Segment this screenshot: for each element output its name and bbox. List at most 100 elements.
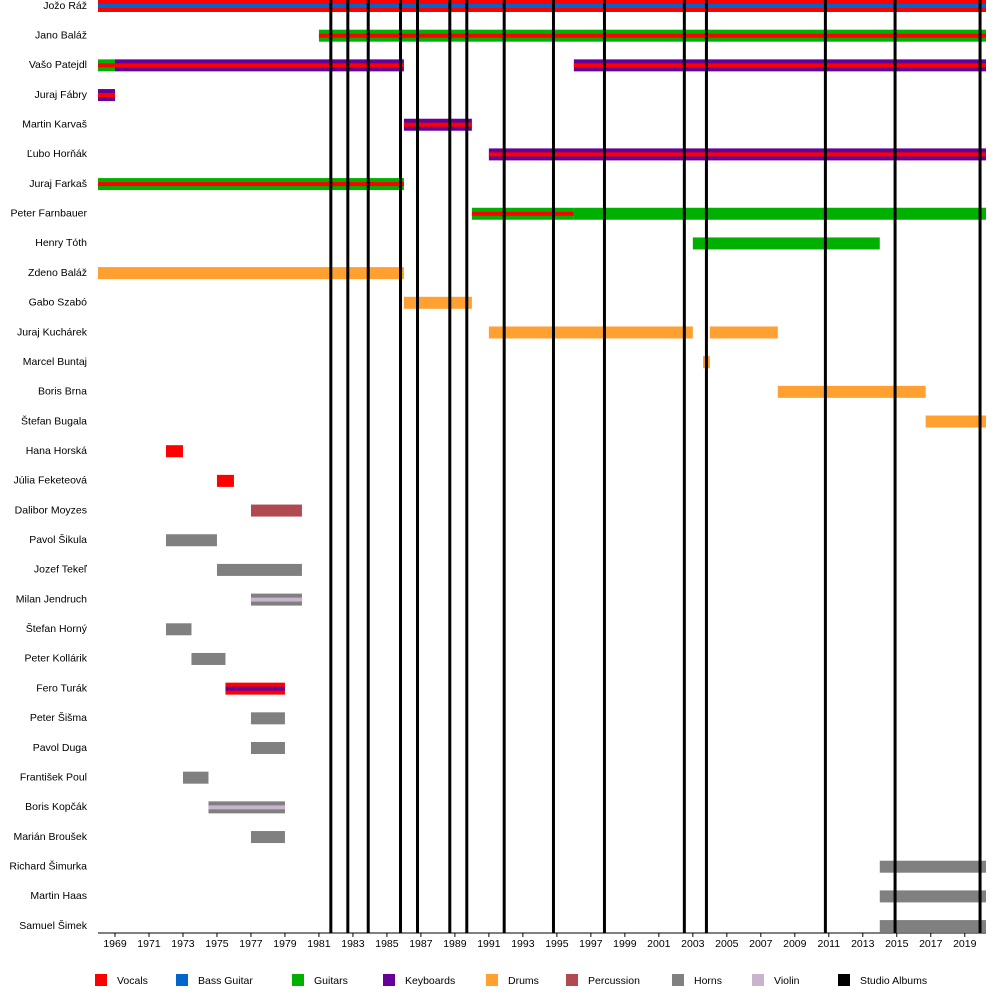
- x-tick-label: 2005: [715, 938, 739, 950]
- x-tick-label: 2007: [749, 938, 773, 950]
- x-tick-label: 2009: [783, 938, 807, 950]
- member-bar: [98, 267, 404, 280]
- member-label: Pavol Duga: [33, 742, 87, 754]
- x-tick-label: 2001: [647, 938, 671, 950]
- member-bar: [318, 33, 986, 38]
- member-bar: [98, 182, 404, 187]
- member-label: Marián Broušek: [13, 831, 87, 843]
- member-label: Júlia Feketeová: [13, 475, 87, 487]
- member-label: Jano Baláž: [35, 29, 87, 41]
- legend-swatch: [672, 974, 684, 986]
- legend-label: Keyboards: [405, 975, 455, 987]
- x-tick-label: 2015: [885, 938, 909, 950]
- member-label: Boris Kopčák: [25, 801, 88, 813]
- member-bar: [488, 326, 693, 339]
- legend-label: Bass Guitar: [198, 975, 253, 987]
- legend-label: Percussion: [588, 975, 640, 987]
- member-bar: [471, 211, 574, 216]
- member-bar: [250, 597, 302, 602]
- member-bar: [208, 805, 285, 810]
- member-label: Martin Haas: [30, 890, 87, 902]
- x-tick-label: 1971: [137, 938, 161, 950]
- member-label: Gabo Szabó: [29, 297, 88, 309]
- member-label: Henry Tóth: [35, 237, 87, 249]
- x-tick-label: 1973: [171, 938, 195, 950]
- legend-swatch: [566, 974, 578, 986]
- member-bar: [216, 474, 234, 487]
- member-bar: [225, 686, 285, 691]
- x-tick-label: 2017: [919, 938, 943, 950]
- member-label: Fero Turák: [36, 682, 88, 694]
- legend-swatch: [176, 974, 188, 986]
- member-label: Peter Farnbauer: [11, 208, 88, 220]
- x-tick-label: 2011: [817, 938, 840, 950]
- x-tick-label: 1999: [613, 938, 637, 950]
- legend-label: Horns: [694, 975, 722, 987]
- member-bar: [250, 504, 302, 517]
- member-label: Martin Karvaš: [22, 119, 87, 131]
- x-tick-label: 1969: [103, 938, 127, 950]
- member-label: Vašo Patejdl: [29, 59, 87, 71]
- member-bar: [403, 296, 472, 309]
- member-label: Juraj Farkaš: [29, 178, 87, 190]
- member-bar: [191, 652, 226, 665]
- member-bar: [692, 237, 880, 250]
- x-tick-label: 2003: [681, 938, 705, 950]
- member-label: Ľubo Horňák: [27, 148, 88, 160]
- member-label: Milan Jendruch: [16, 593, 87, 605]
- member-bar: [165, 623, 192, 636]
- member-label: Dalibor Moyzes: [15, 504, 87, 516]
- member-label: Marcel Buntaj: [23, 356, 87, 368]
- member-label: Zdeno Baláž: [28, 267, 87, 279]
- member-label: Pavol Šikula: [29, 533, 87, 546]
- member-label: Juraj Kuchárek: [17, 326, 88, 338]
- x-tick-label: 1979: [273, 938, 297, 950]
- member-bar: [98, 93, 115, 98]
- legend-swatch: [95, 974, 107, 986]
- member-label: Štefan Bugala: [21, 414, 87, 427]
- member-label: Boris Brna: [38, 386, 87, 398]
- legend-swatch: [486, 974, 498, 986]
- legend-label: Guitars: [314, 975, 348, 987]
- member-label: Juraj Fábry: [34, 89, 87, 101]
- member-label: Peter Šišma: [30, 711, 87, 724]
- member-label: Samuel Šimek: [19, 919, 87, 932]
- member-label: Hana Horská: [26, 445, 87, 457]
- member-label: Peter Kollárik: [25, 653, 88, 665]
- member-bar: [98, 4, 986, 8]
- member-bar: [777, 385, 926, 398]
- member-bar: [488, 152, 986, 157]
- member-bar: [216, 563, 302, 576]
- x-tick-label: 1977: [239, 938, 263, 950]
- x-tick-label: 1993: [511, 938, 535, 950]
- legend-label: Drums: [508, 975, 539, 987]
- member-bar: [114, 63, 404, 68]
- legend-swatch: [838, 974, 850, 986]
- member-bar: [250, 831, 285, 844]
- member-bar: [709, 326, 778, 339]
- x-tick-label: 1975: [205, 938, 229, 950]
- x-tick-label: 1987: [409, 938, 433, 950]
- member-bar: [98, 63, 115, 68]
- member-bar: [879, 920, 986, 933]
- member-label: Richard Šimurka: [9, 860, 87, 873]
- member-bar: [165, 534, 217, 547]
- member-bar: [182, 771, 209, 784]
- legend-label: Vocals: [117, 975, 148, 987]
- x-tick-label: 1995: [545, 938, 569, 950]
- x-tick-label: 1985: [375, 938, 399, 950]
- legend-swatch: [752, 974, 764, 986]
- member-bar: [573, 207, 986, 220]
- x-tick-label: 1983: [341, 938, 365, 950]
- x-tick-label: 1989: [443, 938, 467, 950]
- member-label: Štefan Horný: [26, 622, 88, 635]
- x-tick-label: 2019: [953, 938, 977, 950]
- x-tick-label: 2013: [851, 938, 875, 950]
- member-bar: [165, 445, 183, 458]
- x-tick-label: 1991: [477, 938, 501, 950]
- member-label: František Poul: [20, 771, 87, 783]
- x-tick-label: 1997: [579, 938, 603, 950]
- legend-label: Violin: [774, 975, 800, 987]
- member-bar: [879, 890, 986, 903]
